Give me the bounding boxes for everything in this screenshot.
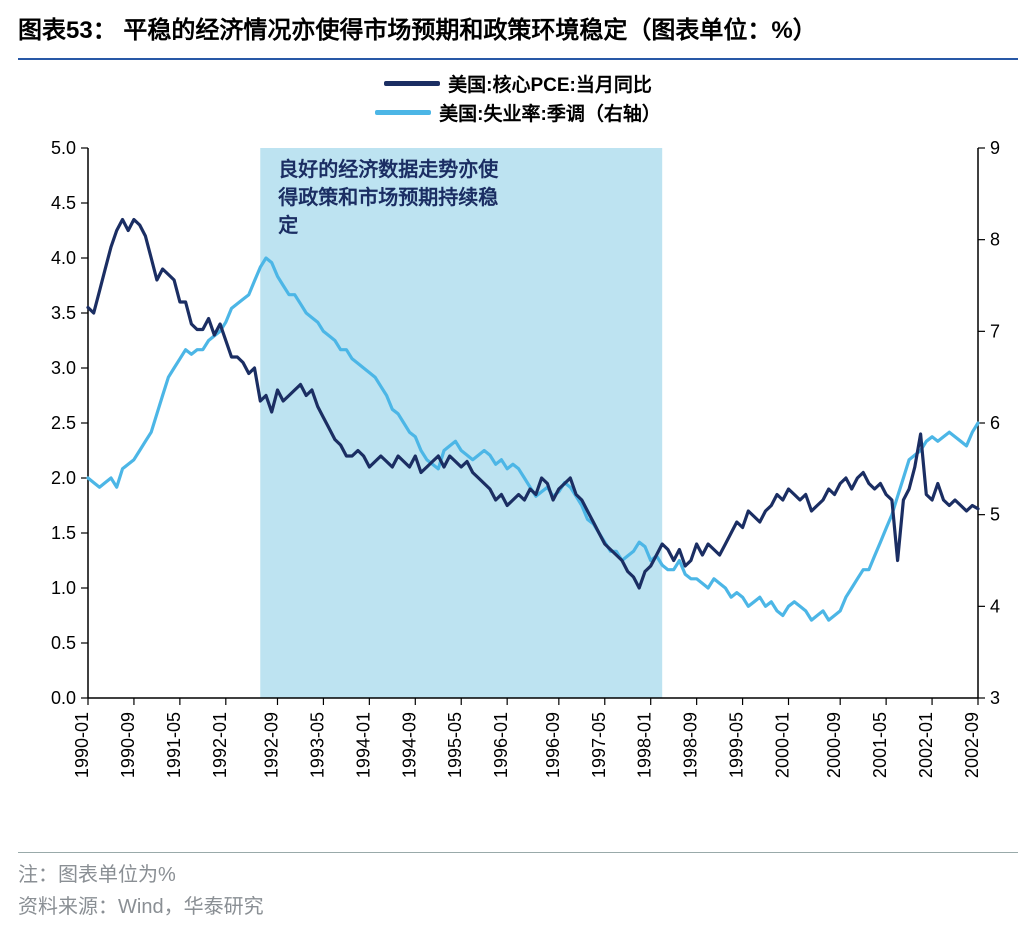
svg-text:5.0: 5.0: [51, 138, 76, 158]
svg-text:1991-05: 1991-05: [164, 712, 184, 778]
chart-title: 图表53： 平稳的经济情况亦使得市场预期和政策环境稳定（图表单位：%）: [18, 12, 1018, 60]
svg-text:3.5: 3.5: [51, 303, 76, 323]
svg-text:8: 8: [990, 230, 1000, 250]
svg-text:1999-05: 1999-05: [727, 712, 747, 778]
svg-text:1990-01: 1990-01: [72, 712, 92, 778]
svg-text:1998-01: 1998-01: [635, 712, 655, 778]
svg-text:2001-05: 2001-05: [870, 712, 890, 778]
svg-text:4: 4: [990, 597, 1000, 617]
svg-text:5: 5: [990, 505, 1000, 525]
svg-text:2.5: 2.5: [51, 413, 76, 433]
svg-text:6: 6: [990, 413, 1000, 433]
svg-text:2002-09: 2002-09: [962, 712, 982, 778]
chart-svg: 0.0 0.5 1.0 1.5 2.0 2.5 3.0 3.5 4.0 4.5 5.0 3 4 5 6 7 8 9…: [18, 128, 1018, 848]
svg-text:9: 9: [990, 138, 1000, 158]
chart-container: 美国:核心PCE:当月同比 美国:失业率:季调（右轴） 0.0 0.5 1.0 1.5…: [18, 66, 1018, 848]
svg-text:1997-05: 1997-05: [589, 712, 609, 778]
legend-label-1: 美国:核心PCE:当月同比: [448, 70, 652, 97]
svg-text:1995-05: 1995-05: [445, 712, 465, 778]
legend-item-2: 美国:失业率:季调（右轴）: [375, 99, 661, 126]
svg-text:1992-09: 1992-09: [261, 712, 281, 778]
svg-text:1.5: 1.5: [51, 523, 76, 543]
footer-source: 资料来源：Wind，华泰研究: [18, 891, 1018, 923]
legend-swatch-1: [384, 81, 440, 86]
svg-text:2.0: 2.0: [51, 468, 76, 488]
legend-label-2: 美国:失业率:季调（右轴）: [439, 99, 661, 126]
svg-text:得政策和市场预期持续稳: 得政策和市场预期持续稳: [277, 185, 498, 209]
svg-text:0.0: 0.0: [51, 688, 76, 708]
svg-text:3.0: 3.0: [51, 358, 76, 378]
svg-text:1990-09: 1990-09: [118, 712, 138, 778]
svg-text:1996-09: 1996-09: [543, 712, 563, 778]
svg-text:2000-01: 2000-01: [773, 712, 793, 778]
legend-item-1: 美国:核心PCE:当月同比: [384, 70, 652, 97]
svg-text:3: 3: [990, 688, 1000, 708]
legend-swatch-2: [375, 110, 431, 115]
svg-text:4.5: 4.5: [51, 193, 76, 213]
chart-footer: 注：图表单位为% 资料来源：Wind，华泰研究: [18, 852, 1018, 923]
svg-text:1993-05: 1993-05: [307, 712, 327, 778]
svg-text:1996-01: 1996-01: [491, 712, 511, 778]
svg-text:1992-01: 1992-01: [210, 712, 230, 778]
svg-text:1.0: 1.0: [51, 578, 76, 598]
svg-text:7: 7: [990, 322, 1000, 342]
svg-text:定: 定: [278, 213, 298, 237]
svg-text:4.0: 4.0: [51, 248, 76, 268]
svg-text:1994-01: 1994-01: [353, 712, 373, 778]
svg-text:良好的经济数据走势亦使: 良好的经济数据走势亦使: [278, 157, 499, 181]
footer-note: 注：图表单位为%: [18, 859, 1018, 891]
svg-text:1994-09: 1994-09: [399, 712, 419, 778]
legend: 美国:核心PCE:当月同比 美国:失业率:季调（右轴）: [18, 66, 1018, 128]
svg-text:1998-09: 1998-09: [681, 712, 701, 778]
svg-text:2002-01: 2002-01: [916, 712, 936, 778]
svg-text:0.5: 0.5: [51, 633, 76, 653]
svg-text:2000-09: 2000-09: [824, 712, 844, 778]
